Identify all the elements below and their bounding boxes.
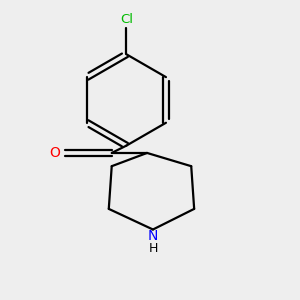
Text: N: N [148, 230, 158, 244]
Text: O: O [49, 146, 60, 160]
Text: Cl: Cl [120, 13, 133, 26]
Text: H: H [148, 242, 158, 255]
